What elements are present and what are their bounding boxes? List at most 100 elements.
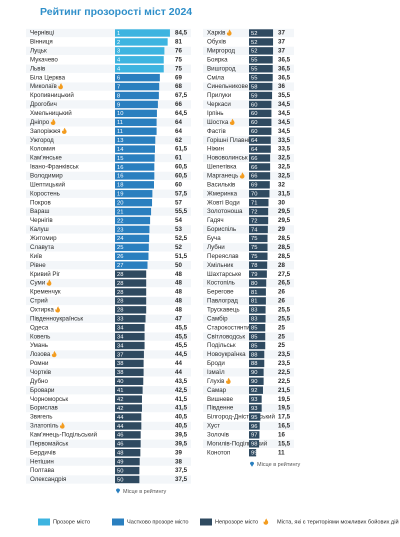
- row-band: [26, 225, 191, 234]
- flame-icon: [61, 127, 67, 134]
- row-band: [203, 261, 294, 270]
- value-label: 22,5: [278, 369, 291, 376]
- bar: [115, 457, 140, 466]
- row-band: [26, 91, 191, 100]
- value-label: 76: [175, 48, 182, 55]
- bar: [249, 198, 269, 207]
- bar: [249, 216, 269, 225]
- row-band: [203, 207, 294, 216]
- value-label: 84,5: [175, 30, 188, 37]
- row-band: [26, 430, 191, 440]
- city-name: Одеса: [30, 324, 49, 331]
- value-label: 25: [278, 333, 285, 340]
- row-band: [203, 162, 294, 172]
- bar: [249, 100, 272, 109]
- value-label: 40,5: [175, 423, 188, 430]
- value-label: 25: [278, 342, 285, 349]
- bar: [249, 73, 273, 82]
- city-name: Первомайськ: [30, 440, 68, 447]
- city-name: Хуст: [207, 423, 220, 430]
- value-label: 40,5: [175, 414, 188, 421]
- value-label: 33,5: [278, 146, 291, 153]
- value-label: 43,5: [175, 378, 188, 385]
- rank-label: 23: [117, 227, 123, 233]
- value-label: 39,5: [175, 440, 188, 447]
- bar: [115, 136, 156, 144]
- value-label: 26: [278, 298, 285, 305]
- bar: [249, 270, 267, 278]
- bar: [249, 154, 271, 162]
- value-label: 25,5: [278, 306, 291, 313]
- value-label: 64: [175, 119, 182, 126]
- bar: [115, 207, 152, 216]
- value-label: 36,5: [278, 56, 291, 63]
- rank-label: 90: [251, 379, 257, 385]
- rank-label: 74: [251, 227, 258, 233]
- city-name: Харків: [207, 30, 226, 37]
- value-label: 34,5: [278, 128, 291, 135]
- city-name: Самар: [207, 387, 227, 394]
- city-name: Звягель: [30, 414, 53, 421]
- value-label: 57: [175, 199, 182, 206]
- rank-label: 2: [117, 40, 120, 46]
- flame-icon: [229, 118, 235, 126]
- bar: [249, 341, 266, 350]
- row-band: [203, 100, 294, 109]
- value-label: 37,5: [175, 476, 188, 483]
- value-label: 37: [278, 39, 285, 46]
- row-band: [203, 82, 294, 91]
- rank-label: 38: [117, 361, 123, 367]
- value-label: 36,5: [278, 74, 291, 81]
- city-name: Дубно: [30, 378, 48, 385]
- row-band: [203, 198, 294, 207]
- rank-label: 18: [117, 183, 123, 189]
- row-band: [203, 377, 294, 386]
- rank-label: 8: [117, 93, 120, 99]
- rank-label: 72: [251, 209, 257, 215]
- rank-label: 7: [117, 84, 120, 90]
- bar: [249, 118, 272, 126]
- row-band: [203, 153, 294, 163]
- row-band: [26, 207, 191, 216]
- row-band: [203, 287, 294, 297]
- bar: [249, 172, 271, 180]
- rank-label: 85: [251, 326, 257, 332]
- bar: [115, 190, 153, 198]
- rank-label: 40: [117, 379, 123, 385]
- flame-icon: [59, 422, 65, 429]
- value-label: 16,5: [278, 423, 291, 430]
- row-band: [26, 377, 191, 386]
- city-name: Буча: [207, 235, 221, 242]
- rank-label: 58: [251, 84, 257, 90]
- bar: [115, 341, 145, 350]
- value-label: 48: [175, 280, 182, 287]
- rank-label: 83: [251, 308, 257, 314]
- city-name: Чернівці: [30, 30, 54, 37]
- bar: [115, 225, 150, 234]
- rank-label: 46: [117, 433, 123, 439]
- row-band: [26, 252, 191, 261]
- rank-label: 25: [117, 245, 123, 251]
- city-name: Нетішин: [30, 458, 54, 465]
- row-band: [26, 296, 191, 306]
- value-label: 11: [278, 449, 285, 456]
- row-band: [26, 171, 191, 181]
- rank-label: 4: [117, 67, 121, 73]
- city-name: Золочів: [207, 431, 230, 438]
- rank-label: 81: [251, 299, 257, 305]
- bar: [115, 297, 147, 305]
- city-name: Броди: [207, 360, 225, 367]
- row-band: [26, 109, 191, 118]
- bar: [249, 431, 260, 439]
- city-name: Миколаїв: [30, 83, 57, 90]
- city-name: Старокостянтинів: [207, 324, 259, 331]
- city-name: Подільськ: [207, 342, 236, 349]
- city-name: Шепетівка: [207, 164, 237, 171]
- value-label: 54: [175, 217, 182, 224]
- rank-label: 71: [251, 201, 257, 207]
- rank-label: 52: [251, 31, 257, 37]
- bar: [115, 181, 154, 189]
- row-band: [26, 82, 191, 91]
- rank-label: 75: [251, 254, 257, 260]
- row-band: [203, 180, 294, 189]
